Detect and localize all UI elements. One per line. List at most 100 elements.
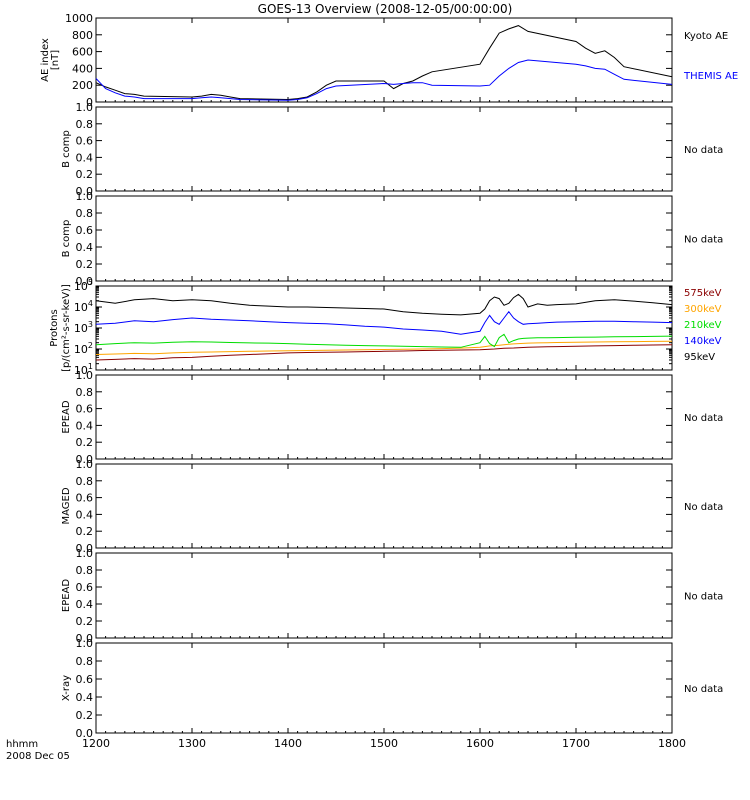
- y-tick-label: 1.0: [76, 369, 94, 382]
- panel-frame: [95, 374, 673, 460]
- y-tick-label: 102: [74, 341, 93, 356]
- legend-entry: 575keV: [684, 288, 722, 299]
- y-tick-label: 0.6: [76, 492, 94, 505]
- y-tick-label: 200: [72, 79, 93, 92]
- y-tick-label: 0.6: [76, 135, 94, 148]
- y-axis-label: X-ray: [61, 675, 72, 701]
- y-tick-label: 1.0: [76, 458, 94, 471]
- panel-5: 0.0 0.2 0.4 0.6 0.8 1.0 EPEAD No data: [61, 369, 723, 466]
- y-axis-units: [p/(cm²-s-sr-keV)]: [61, 284, 72, 372]
- y-axis-label: B comp: [61, 220, 72, 258]
- y-axis-units: [nT]: [50, 50, 61, 70]
- y-tick-label: 1.0: [76, 190, 94, 203]
- y-tick-label: 800: [72, 29, 93, 42]
- legend-entry: 300keV: [684, 304, 722, 315]
- panel-7: 0.0 0.2 0.4 0.6 0.8 1.0 EPEAD No data: [61, 547, 723, 645]
- series-line-95kev: [95, 293, 673, 316]
- y-tick-label: 0.8: [76, 475, 94, 488]
- y-tick-label: 0.4: [76, 508, 94, 521]
- legend-entry: 140keV: [684, 336, 722, 347]
- y-tick-label: 0.0: [76, 185, 94, 198]
- panel-8: 0.0 0.2 0.4 0.6 0.8 1.0 X-ray No data: [61, 637, 723, 740]
- y-tick-label: 0.4: [76, 241, 94, 254]
- y-axis-label: B comp: [61, 130, 72, 168]
- legend-entry: Kyoto AE: [684, 31, 728, 42]
- y-tick-label: 1.0: [76, 101, 94, 114]
- legend-entry: 95keV: [684, 352, 715, 363]
- x-tick-label: 1600: [466, 737, 494, 750]
- y-tick-label: 0.2: [76, 525, 94, 538]
- panel-frame: [95, 552, 673, 639]
- no-data-label: No data: [684, 413, 723, 424]
- y-tick-label: 0.0: [76, 453, 94, 466]
- panel-4: 101 102 103 104 105 Protons [p/(cm²-s-sr-keV)]…: [49, 278, 722, 377]
- series-lines: [95, 293, 673, 361]
- y-tick-label: 0.0: [76, 275, 94, 288]
- y-tick-label: 0.2: [76, 168, 94, 181]
- y-axis-label: MAGED: [61, 487, 72, 524]
- panel-1: 0 200 400 600 800 1000 AE index [nT] Kyoto AE THE…: [40, 12, 738, 109]
- panel-frame: [95, 195, 673, 282]
- panel-3: 0.0 0.2 0.4 0.6 0.8 1.0 B comp No data: [61, 190, 723, 288]
- x-tick-label: 1700: [562, 737, 590, 750]
- panels: 0 200 400 600 800 1000 AE index [nT] Kyoto AE THE…: [40, 12, 738, 740]
- y-tick-label: 0.6: [76, 581, 94, 594]
- y-tick-label: 0.8: [76, 564, 94, 577]
- y-axis-label: EPEAD: [61, 579, 72, 613]
- panel-2: 0.0 0.2 0.4 0.6 0.8 1.0 B comp No data: [61, 101, 723, 198]
- series-line-themis-ae: [95, 59, 673, 101]
- series-line-kyoto-ae: [95, 25, 673, 101]
- y-tick-label: 400: [72, 62, 93, 75]
- panel-frame: [95, 642, 673, 734]
- series-line-575kev: [95, 344, 673, 361]
- panel-6: 0.0 0.2 0.4 0.6 0.8 1.0 MAGED No data: [61, 458, 723, 555]
- figure-title: GOES-13 Overview (2008-12-05/00:00:00): [258, 2, 513, 16]
- legend-entry: 210keV: [684, 320, 722, 331]
- y-tick-label: 0.4: [76, 151, 94, 164]
- y-tick-label: 0.6: [76, 673, 94, 686]
- y-tick-label: 0.8: [76, 118, 94, 131]
- series-line-210kev: [95, 333, 673, 348]
- series-lines: [95, 25, 673, 101]
- y-tick-label: 0.8: [76, 655, 94, 668]
- y-tick-label: 0.0: [76, 542, 94, 555]
- y-tick-label: 0.2: [76, 709, 94, 722]
- y-tick-label: 0.2: [76, 615, 94, 628]
- y-tick-label: 0.6: [76, 403, 94, 416]
- x-tick-label: 1800: [658, 737, 686, 750]
- y-tick-label: 0.4: [76, 691, 94, 704]
- y-tick-label: 0.2: [76, 436, 94, 449]
- time-axis: 1200 1300 1400 1500 1600 1700 1800: [82, 737, 686, 750]
- x-tick-label: 1200: [82, 737, 110, 750]
- panel-frame: [95, 463, 673, 549]
- no-data-label: No data: [684, 145, 723, 156]
- y-tick-label: 105: [74, 278, 93, 293]
- y-axis-label: EPEAD: [61, 400, 72, 434]
- y-tick-label: 104: [74, 299, 93, 314]
- y-tick-label: 0.4: [76, 598, 94, 611]
- y-tick-label: 1.0: [76, 547, 94, 560]
- no-data-label: No data: [684, 592, 723, 603]
- time-axis-label: hhmm: [6, 739, 38, 750]
- y-tick-label: 103: [74, 320, 93, 335]
- series-line-300kev: [95, 340, 673, 355]
- y-tick-label: 1000: [65, 12, 93, 25]
- y-tick-label: 0.8: [76, 207, 94, 220]
- y-tick-label: 600: [72, 46, 93, 59]
- y-axis-label: Protons: [49, 309, 60, 346]
- legend-entry: THEMIS AE: [683, 71, 738, 82]
- no-data-label: No data: [684, 502, 723, 513]
- y-tick-label: 0.4: [76, 419, 94, 432]
- y-tick-label: 101: [74, 362, 93, 377]
- y-tick-label: 0.2: [76, 258, 94, 271]
- x-tick-label: 1500: [370, 737, 398, 750]
- y-tick-label: 1.0: [76, 637, 94, 650]
- y-tick-label: 0.6: [76, 224, 94, 237]
- no-data-label: No data: [684, 684, 723, 695]
- y-tick-label: 0.0: [76, 632, 94, 645]
- y-tick-label: 0.0: [76, 727, 94, 740]
- series-line-140kev: [95, 310, 673, 335]
- y-axis-label: AE index: [40, 38, 51, 82]
- time-axis-date: 2008 Dec 05: [6, 751, 70, 762]
